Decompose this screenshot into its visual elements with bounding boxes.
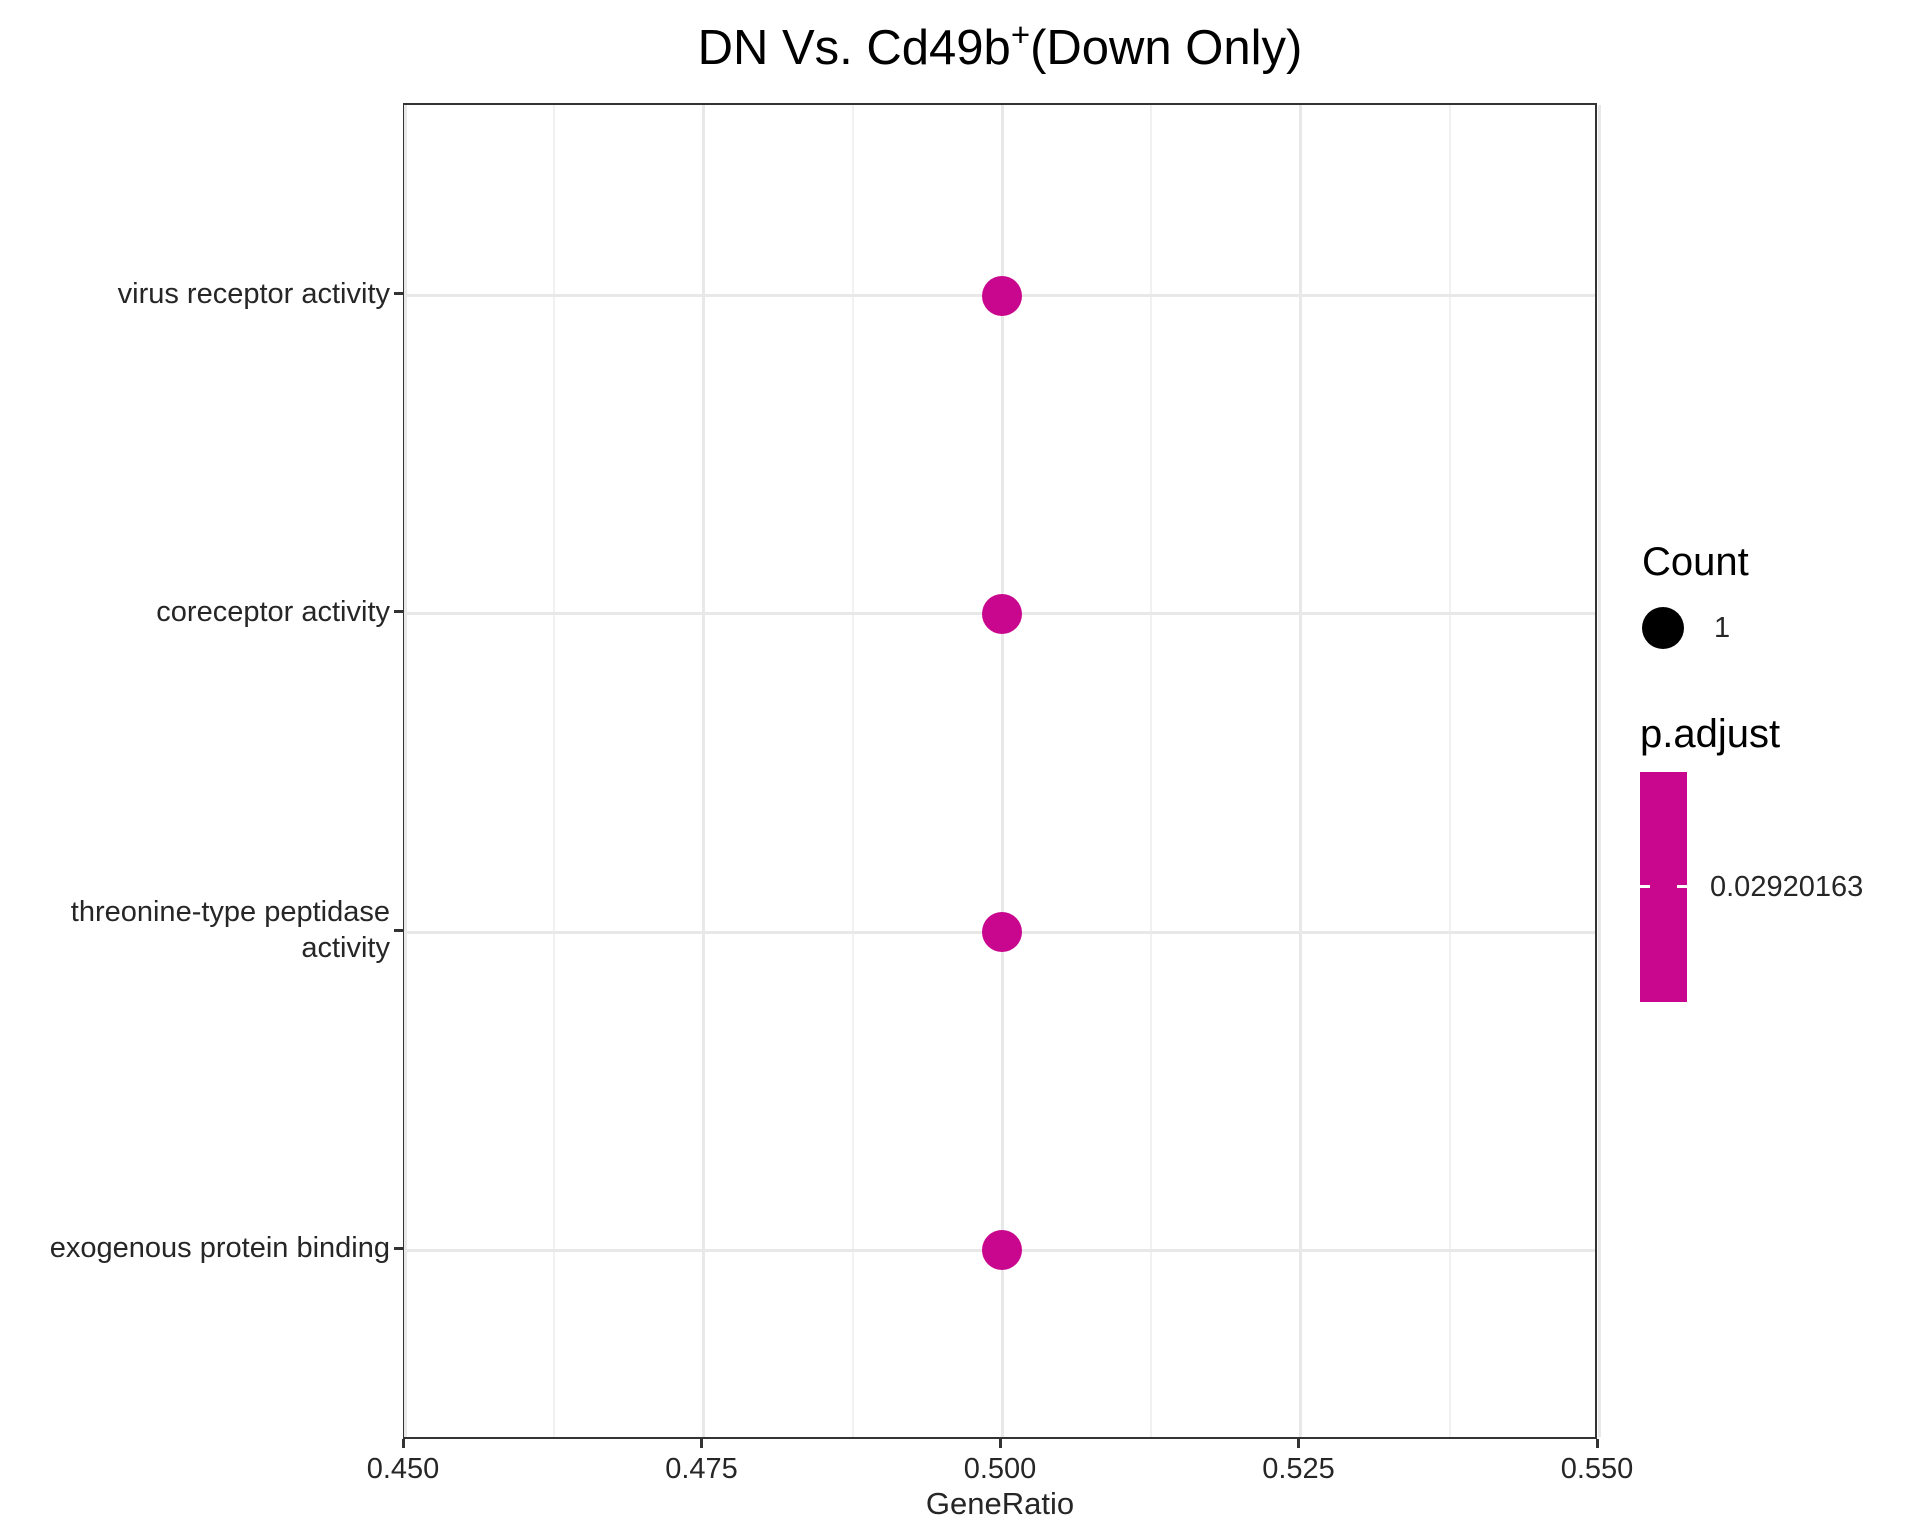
x-axis-tick (998, 1439, 1002, 1448)
x-minor-gridline (553, 105, 556, 1437)
chart-title-main: DN Vs. Cd49b (697, 21, 1011, 75)
x-axis-tick (401, 1439, 405, 1448)
y-axis-tick (394, 1246, 403, 1250)
x-minor-gridline (1448, 105, 1451, 1437)
y-axis-category-label: coreceptor activity (156, 595, 390, 628)
padjust-legend-title: p.adjust (1640, 712, 1781, 756)
x-axis-tick (1297, 1439, 1300, 1448)
x-minor-gridline (1150, 105, 1153, 1437)
x-axis-tick-label: 0.550 (1560, 1453, 1634, 1485)
count-legend-title: Count (1642, 540, 1749, 584)
x-major-gridline (1597, 105, 1601, 1437)
x-major-gridline (702, 105, 705, 1437)
data-point (982, 275, 1022, 316)
chart-title-superscript: + (1010, 16, 1031, 53)
x-major-gridline (1299, 105, 1302, 1437)
chart-title-suffix: (Down Only) (1030, 21, 1303, 75)
x-axis-tick-label: 0.450 (366, 1453, 440, 1485)
x-axis-title: GeneRatio (925, 1486, 1075, 1521)
y-axis-tick (394, 292, 403, 296)
y-axis-tick (394, 928, 403, 932)
data-point (982, 912, 1022, 953)
y-axis-category-label: exogenous protein binding (49, 1232, 390, 1265)
count-legend-dot (1642, 607, 1684, 649)
x-minor-gridline (851, 105, 854, 1437)
plot-panel (403, 103, 1601, 1439)
x-axis-tick (1595, 1439, 1599, 1448)
x-axis-tick (700, 1439, 703, 1448)
y-axis-tick (394, 610, 403, 614)
data-point (982, 593, 1022, 634)
x-axis-tick-label: 0.525 (1262, 1453, 1335, 1485)
data-point (982, 1230, 1022, 1271)
count-legend-label: 1 (1714, 612, 1731, 644)
chart-title: DN Vs. Cd49b+(Down Only) (403, 16, 1597, 76)
y-axis-category-label: virus receptor activity (117, 277, 390, 310)
x-major-gridline (403, 105, 407, 1437)
x-axis-tick-label: 0.500 (963, 1453, 1037, 1485)
y-axis-category-label: threonine-type peptidase activity (70, 896, 390, 965)
padjust-colorbar-tick-left (1640, 885, 1650, 888)
padjust-colorbar-tick-right (1677, 885, 1687, 888)
x-major-gridline (1000, 105, 1004, 1437)
padjust-tick-label: 0.02920163 (1710, 871, 1864, 903)
x-axis-tick-label: 0.475 (665, 1453, 738, 1485)
